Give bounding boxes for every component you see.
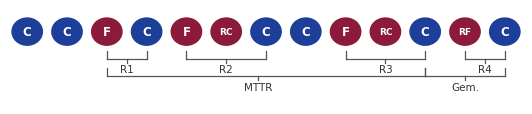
Ellipse shape [130,17,163,47]
Text: R4: R4 [478,65,492,75]
Ellipse shape [51,17,84,47]
Ellipse shape [170,17,203,47]
Ellipse shape [250,17,282,47]
Ellipse shape [11,17,44,47]
Text: RC: RC [220,28,233,37]
Text: R3: R3 [379,65,392,75]
Ellipse shape [409,17,442,47]
Text: C: C [142,26,151,39]
Text: RF: RF [459,28,471,37]
Text: MTTR: MTTR [244,82,272,92]
Text: C: C [501,26,509,39]
Text: RC: RC [379,28,392,37]
Ellipse shape [369,17,402,47]
Text: F: F [182,26,190,39]
Text: F: F [342,26,350,39]
Text: C: C [63,26,71,39]
Ellipse shape [329,17,362,47]
Text: R1: R1 [120,65,134,75]
Text: C: C [421,26,429,39]
Text: C: C [262,26,270,39]
Text: F: F [103,26,111,39]
Text: R2: R2 [219,65,233,75]
Text: C: C [23,26,31,39]
Ellipse shape [448,17,481,47]
Ellipse shape [210,17,243,47]
Ellipse shape [488,17,521,47]
Text: C: C [302,26,310,39]
Ellipse shape [90,17,123,47]
Ellipse shape [289,17,322,47]
Text: Gem.: Gem. [451,82,479,92]
